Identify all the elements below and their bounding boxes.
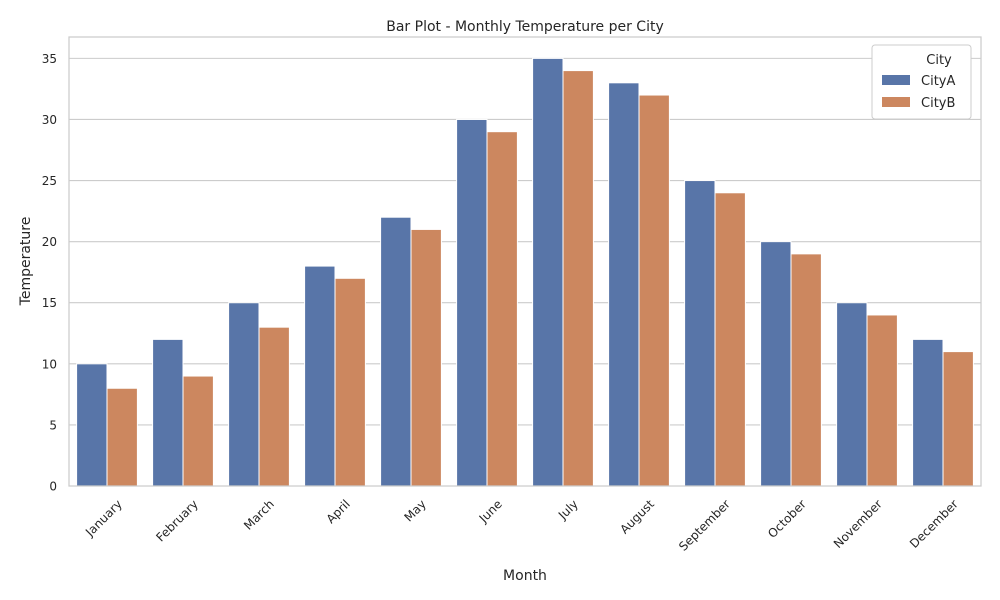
legend-label-citya: CityA [921,74,955,89]
y-tick-label: 5 [49,418,57,432]
bar-citya-july [532,57,564,487]
x-tick-label: March [241,497,277,533]
bar-cityb-april [334,277,366,487]
x-axis-title: Month [503,568,547,584]
bar-citya-may [380,216,412,487]
bar-citya-february [152,338,184,487]
plot-frame [68,36,982,487]
bar-citya-november [836,302,868,487]
y-tick-label: 30 [42,113,57,127]
bar-citya-october [760,241,792,487]
bar-citya-august [608,82,640,487]
bar-cityb-january [106,387,138,487]
y-tick-labels: 0 5 10 15 20 25 30 35 [42,52,57,494]
legend: City CityA CityB [871,44,972,120]
legend-swatch-cityb [882,97,910,107]
bar-cityb-march [258,326,290,487]
x-tick-label: November [831,497,885,551]
x-tick-label: April [324,497,353,526]
bar-cityb-october [790,253,822,487]
chart-title: Bar Plot - Monthly Temperature per City [386,19,664,35]
x-tick-label: February [153,497,201,545]
x-tick-label: June [476,497,505,526]
x-tick-label: September [676,497,733,554]
bar-citya-december [912,338,944,487]
y-tick-label: 25 [42,174,57,188]
x-tick-label: May [401,497,428,524]
x-tick-label: October [765,497,809,541]
bar-cityb-december [942,351,974,487]
bar-cityb-november [866,314,898,487]
bar-citya-april [304,265,336,487]
bars [76,57,974,487]
bar-cityb-august [638,94,670,487]
legend-title: City [926,53,952,68]
y-tick-label: 35 [42,52,57,66]
y-tick-label: 20 [42,235,57,249]
bar-cityb-february [182,375,214,487]
bar-cityb-june [486,131,518,487]
x-tick-label: August [617,497,657,537]
legend-items: CityA CityB [882,74,955,111]
bar-citya-june [456,118,488,487]
y-tick-label: 10 [42,357,57,371]
bar-cityb-july [562,70,594,487]
bar-cityb-september [714,192,746,487]
y-tick-label: 0 [49,480,57,494]
y-axis-title: Temperature [18,217,34,307]
bar-cityb-may [410,228,442,487]
bar-citya-march [228,302,260,487]
x-tick-label: July [555,497,581,523]
x-tick-label: January [82,497,125,540]
x-tick-labels: January February March April May June July Augu… [82,497,961,554]
bar-citya-january [76,363,108,487]
legend-label-cityb: CityB [921,96,955,111]
legend-swatch-citya [882,75,910,85]
bar-citya-september [684,180,716,487]
y-tick-label: 15 [42,296,57,310]
x-tick-label: December [907,497,961,551]
grid-lines [69,57,981,487]
